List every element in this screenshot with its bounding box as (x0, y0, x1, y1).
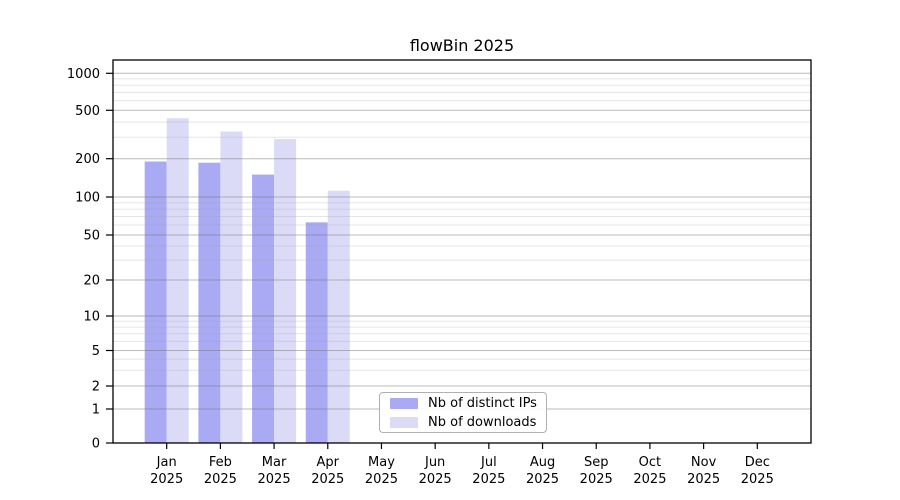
y-tick-label: 200 (75, 152, 100, 167)
x-tick-label-month: Sep (584, 455, 609, 470)
y-tick-label: 2 (92, 380, 100, 395)
x-tick-label-year: 2025 (472, 472, 505, 487)
x-tick-label-month: Feb (209, 455, 232, 470)
x-tick-label-month: Jul (480, 455, 497, 470)
plot-border (112, 59, 812, 444)
legend-swatch-downloads-icon (390, 416, 418, 428)
y-tick-label: 1 (92, 403, 100, 418)
y-tick-label: 20 (83, 274, 100, 289)
legend-item-downloads: Nb of downloads (390, 415, 536, 430)
legend-item-distinct-ips: Nb of distinct IPs (390, 395, 537, 411)
x-tick-label-year: 2025 (258, 472, 291, 487)
y-tick-label: 1000 (67, 67, 100, 82)
x-tick-label-month: Apr (317, 455, 340, 470)
bar-nb-of-distinct-ips-apr (305, 222, 328, 443)
x-tick-label-month: Oct (639, 455, 661, 470)
x-tick-label-year: 2025 (204, 472, 237, 487)
x-tick-label-year: 2025 (419, 472, 452, 487)
x-tick-label-year: 2025 (741, 472, 774, 487)
x-tick-label-month: May (368, 455, 395, 470)
y-tick-label: 50 (83, 229, 100, 244)
x-tick-label-year: 2025 (150, 472, 183, 487)
x-tick-label-year: 2025 (526, 472, 559, 487)
bar-nb-of-distinct-ips-mar (252, 174, 275, 443)
legend-label-distinct-ips: Nb of distinct IPs (428, 395, 537, 411)
x-tick-label-month: Nov (691, 455, 717, 470)
x-tick-label-month: Dec (745, 455, 770, 470)
bar-nb-of-distinct-ips-feb (198, 162, 221, 444)
bar-nb-of-downloads-mar (274, 139, 297, 443)
y-tick-label: 100 (75, 191, 100, 206)
x-tick-label-year: 2025 (687, 472, 720, 487)
bar-nb-of-downloads-feb (220, 131, 243, 443)
bar-nb-of-downloads-apr (327, 190, 350, 443)
bar-nb-of-downloads-jan (166, 118, 189, 443)
x-tick-label-year: 2025 (365, 472, 398, 487)
y-tick-label: 5 (92, 344, 100, 359)
chart-title: flowBin 2025 (409, 36, 515, 55)
legend: Nb of distinct IPs Nb of downloads (379, 392, 547, 433)
x-tick-label-year: 2025 (580, 472, 613, 487)
x-tick-label-month: Jun (424, 455, 445, 470)
x-tick-label-year: 2025 (633, 472, 666, 487)
y-tick-label: 500 (75, 104, 100, 119)
x-tick-label-month: Aug (530, 455, 555, 470)
y-tick-label: 10 (83, 310, 100, 325)
y-tick-label: 0 (92, 437, 100, 452)
bar-nb-of-distinct-ips-jan (144, 161, 167, 443)
x-tick-label-month: Jan (156, 455, 177, 470)
legend-swatch-distinct-ips-icon (390, 397, 418, 409)
x-tick-label-month: Mar (262, 455, 287, 470)
x-tick-label-year: 2025 (311, 472, 344, 487)
legend-label-downloads: Nb of downloads (428, 414, 537, 430)
